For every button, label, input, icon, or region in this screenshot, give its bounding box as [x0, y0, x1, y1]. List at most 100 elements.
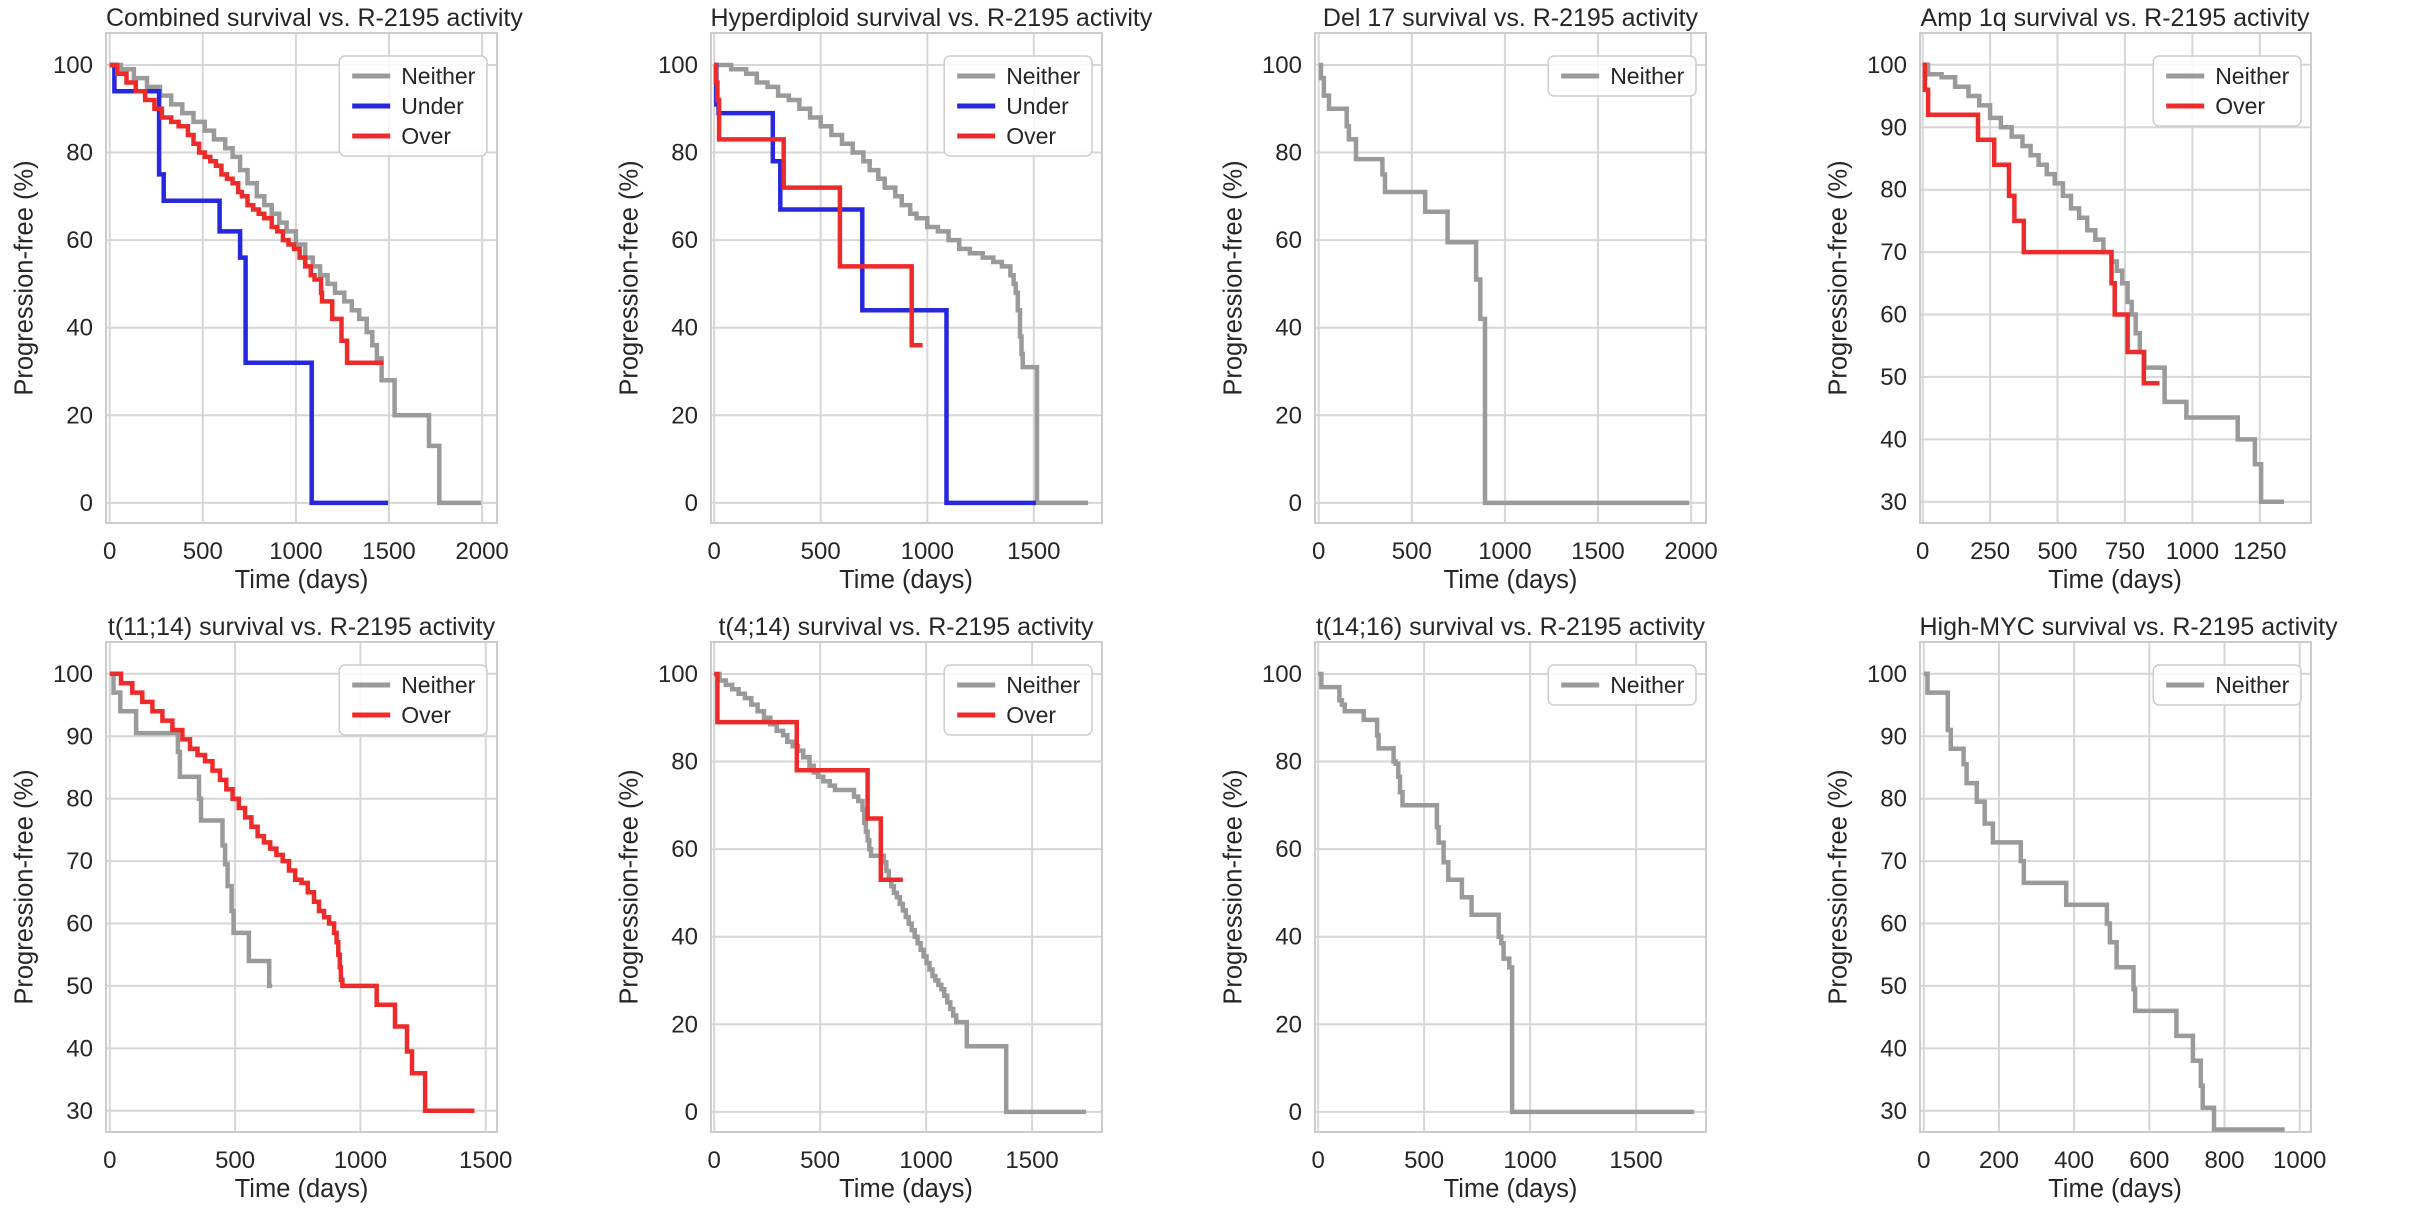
y-tick-label: 20	[671, 1011, 698, 1038]
chart-title: t(4;14) survival vs. R-2195 activity	[718, 613, 1094, 641]
y-tick-label: 90	[1880, 114, 1907, 141]
x-tick-label: 200	[1978, 1147, 2018, 1174]
y-tick-label: 40	[1275, 924, 1302, 951]
x-tick-label: 0	[707, 1147, 720, 1174]
x-tick-label: 500	[2037, 538, 2077, 565]
panel-high-myc: High-MYC survival vs. R-2195 activity Pr…	[1813, 609, 2418, 1218]
x-tick-label: 0	[103, 1147, 116, 1174]
y-tick-label: 80	[1275, 140, 1302, 167]
survival-plot-svg: 0 500 1000 1500 0 20 40 60 80 100 Neither Over	[657, 641, 1103, 1174]
x-tick-label: 0	[707, 538, 720, 565]
y-tick-label: 0	[1289, 490, 1302, 517]
legend-label-under: Under	[1006, 93, 1069, 119]
legend-label-neither: Neither	[2215, 63, 2289, 89]
km-curve-over	[713, 671, 903, 883]
x-tick-label: 500	[800, 1147, 840, 1174]
x-tick-label: 1000	[899, 1147, 952, 1174]
plot-border	[1918, 32, 2312, 524]
y-tick-label: 100	[657, 661, 697, 688]
y-tick-label: 40	[671, 315, 698, 342]
km-curve-neither	[109, 62, 482, 506]
y-tick-label: 30	[1880, 489, 1907, 516]
survival-plot-svg: 0 500 1000 1500 2000 0 20 40 60 80 100 Neither	[1262, 32, 1718, 565]
x-tick-label: 1000	[2165, 538, 2218, 565]
y-tick-label: 70	[1880, 239, 1907, 266]
y-tick-label: 40	[1880, 426, 1907, 453]
x-axis-label: Time (days)	[839, 566, 973, 594]
y-tick-label: 40	[671, 924, 698, 951]
x-tick-label: 0	[103, 538, 116, 565]
x-tick-label: 2000	[1664, 538, 1717, 565]
x-tick-label: 400	[2054, 1147, 2094, 1174]
km-curve-neither	[713, 62, 1088, 506]
y-tick-label: 80	[671, 749, 698, 776]
km-curve-over	[1922, 62, 2159, 386]
km-curve-over	[713, 62, 923, 348]
plot-border	[105, 641, 498, 1133]
x-tick-label: 0	[1917, 1147, 1930, 1174]
legend-label-neither: Neither	[2215, 672, 2289, 698]
chart-title: High-MYC survival vs. R-2195 activity	[1919, 613, 2338, 641]
survival-plot-svg: 0 250 500 750 1000 1250 30 40 50 60 70 80 90 100 Neith…	[1866, 32, 2312, 565]
y-tick-label: 60	[1275, 836, 1302, 863]
panel-amp1q: Amp 1q survival vs. R-2195 activity Prog…	[1813, 0, 2418, 609]
legend-label-under: Under	[401, 93, 464, 119]
survival-plot-svg: 0 500 1000 1500 0 20 40 60 80 100 Neither	[1262, 641, 1707, 1174]
legend-label-over: Over	[401, 123, 451, 149]
panel-t14-16: t(14;16) survival vs. R-2195 activity Pr…	[1209, 609, 1814, 1218]
panel-del17: Del 17 survival vs. R-2195 activity Prog…	[1209, 0, 1814, 609]
y-tick-label: 20	[1275, 1011, 1302, 1038]
plot-border	[105, 32, 498, 524]
legend-label-neither: Neither	[1610, 672, 1684, 698]
chart-title: Amp 1q survival vs. R-2195 activity	[1920, 4, 2310, 32]
km-curve-neither	[1922, 62, 2284, 505]
x-tick-label: 1000	[900, 538, 953, 565]
legend-box	[2151, 664, 2302, 706]
y-tick-label: 0	[684, 1099, 697, 1126]
x-tick-label: 500	[1404, 1147, 1444, 1174]
legend-label-neither: Neither	[401, 672, 475, 698]
y-tick-label: 100	[1866, 52, 1906, 79]
x-tick-label: 1000	[1478, 538, 1531, 565]
y-tick-label: 60	[671, 227, 698, 254]
y-tick-label: 20	[66, 402, 93, 429]
y-tick-label: 60	[66, 911, 93, 938]
x-tick-label: 250	[1970, 538, 2010, 565]
x-tick-label: 600	[2129, 1147, 2169, 1174]
panel-t11-14: t(11;14) survival vs. R-2195 activity Pr…	[0, 609, 605, 1218]
y-tick-label: 40	[66, 315, 93, 342]
y-tick-label: 40	[66, 1035, 93, 1062]
survival-plot-svg: 0 500 1000 1500 2000 0 20 40 60 80 100 Neither Under…	[53, 32, 509, 565]
y-tick-label: 100	[657, 52, 697, 79]
y-tick-label: 100	[1262, 52, 1302, 79]
x-tick-label: 1500	[1005, 1147, 1058, 1174]
km-curve-neither	[1318, 671, 1695, 1115]
y-tick-label: 30	[66, 1098, 93, 1125]
legend-box	[942, 55, 1093, 157]
chart-title: t(14;16) survival vs. R-2195 activity	[1315, 613, 1706, 641]
y-tick-label: 100	[53, 661, 93, 688]
km-curve-over	[109, 671, 475, 1114]
y-tick-label: 50	[1880, 364, 1907, 391]
y-tick-label: 0	[684, 490, 697, 517]
km-curve-neither	[713, 671, 1086, 1115]
y-tick-label: 100	[1262, 661, 1302, 688]
legend-label-neither: Neither	[1610, 63, 1684, 89]
y-tick-label: 80	[66, 786, 93, 813]
y-tick-label: 60	[66, 227, 93, 254]
y-tick-label: 40	[1880, 1035, 1907, 1062]
legend-label-neither: Neither	[1006, 672, 1080, 698]
y-tick-label: 80	[1880, 177, 1907, 204]
y-tick-label: 60	[1880, 302, 1907, 329]
survival-plot-svg: 0 500 1000 1500 0 20 40 60 80 100 Neither Under Over	[657, 32, 1103, 565]
chart-title: t(11;14) survival vs. R-2195 activity	[107, 613, 496, 641]
x-tick-label: 1500	[459, 1147, 512, 1174]
y-tick-label: 60	[1275, 227, 1302, 254]
panel-t4-14: t(4;14) survival vs. R-2195 activity Pro…	[604, 609, 1209, 1218]
y-tick-label: 60	[1880, 911, 1907, 938]
survival-plot-svg: 0 500 1000 1500 30 40 50 60 70 80 90 100 Neither Over	[53, 641, 512, 1174]
km-curve-neither	[1923, 671, 2285, 1132]
km-curve-under	[713, 62, 1036, 506]
x-tick-label: 750	[2104, 538, 2144, 565]
